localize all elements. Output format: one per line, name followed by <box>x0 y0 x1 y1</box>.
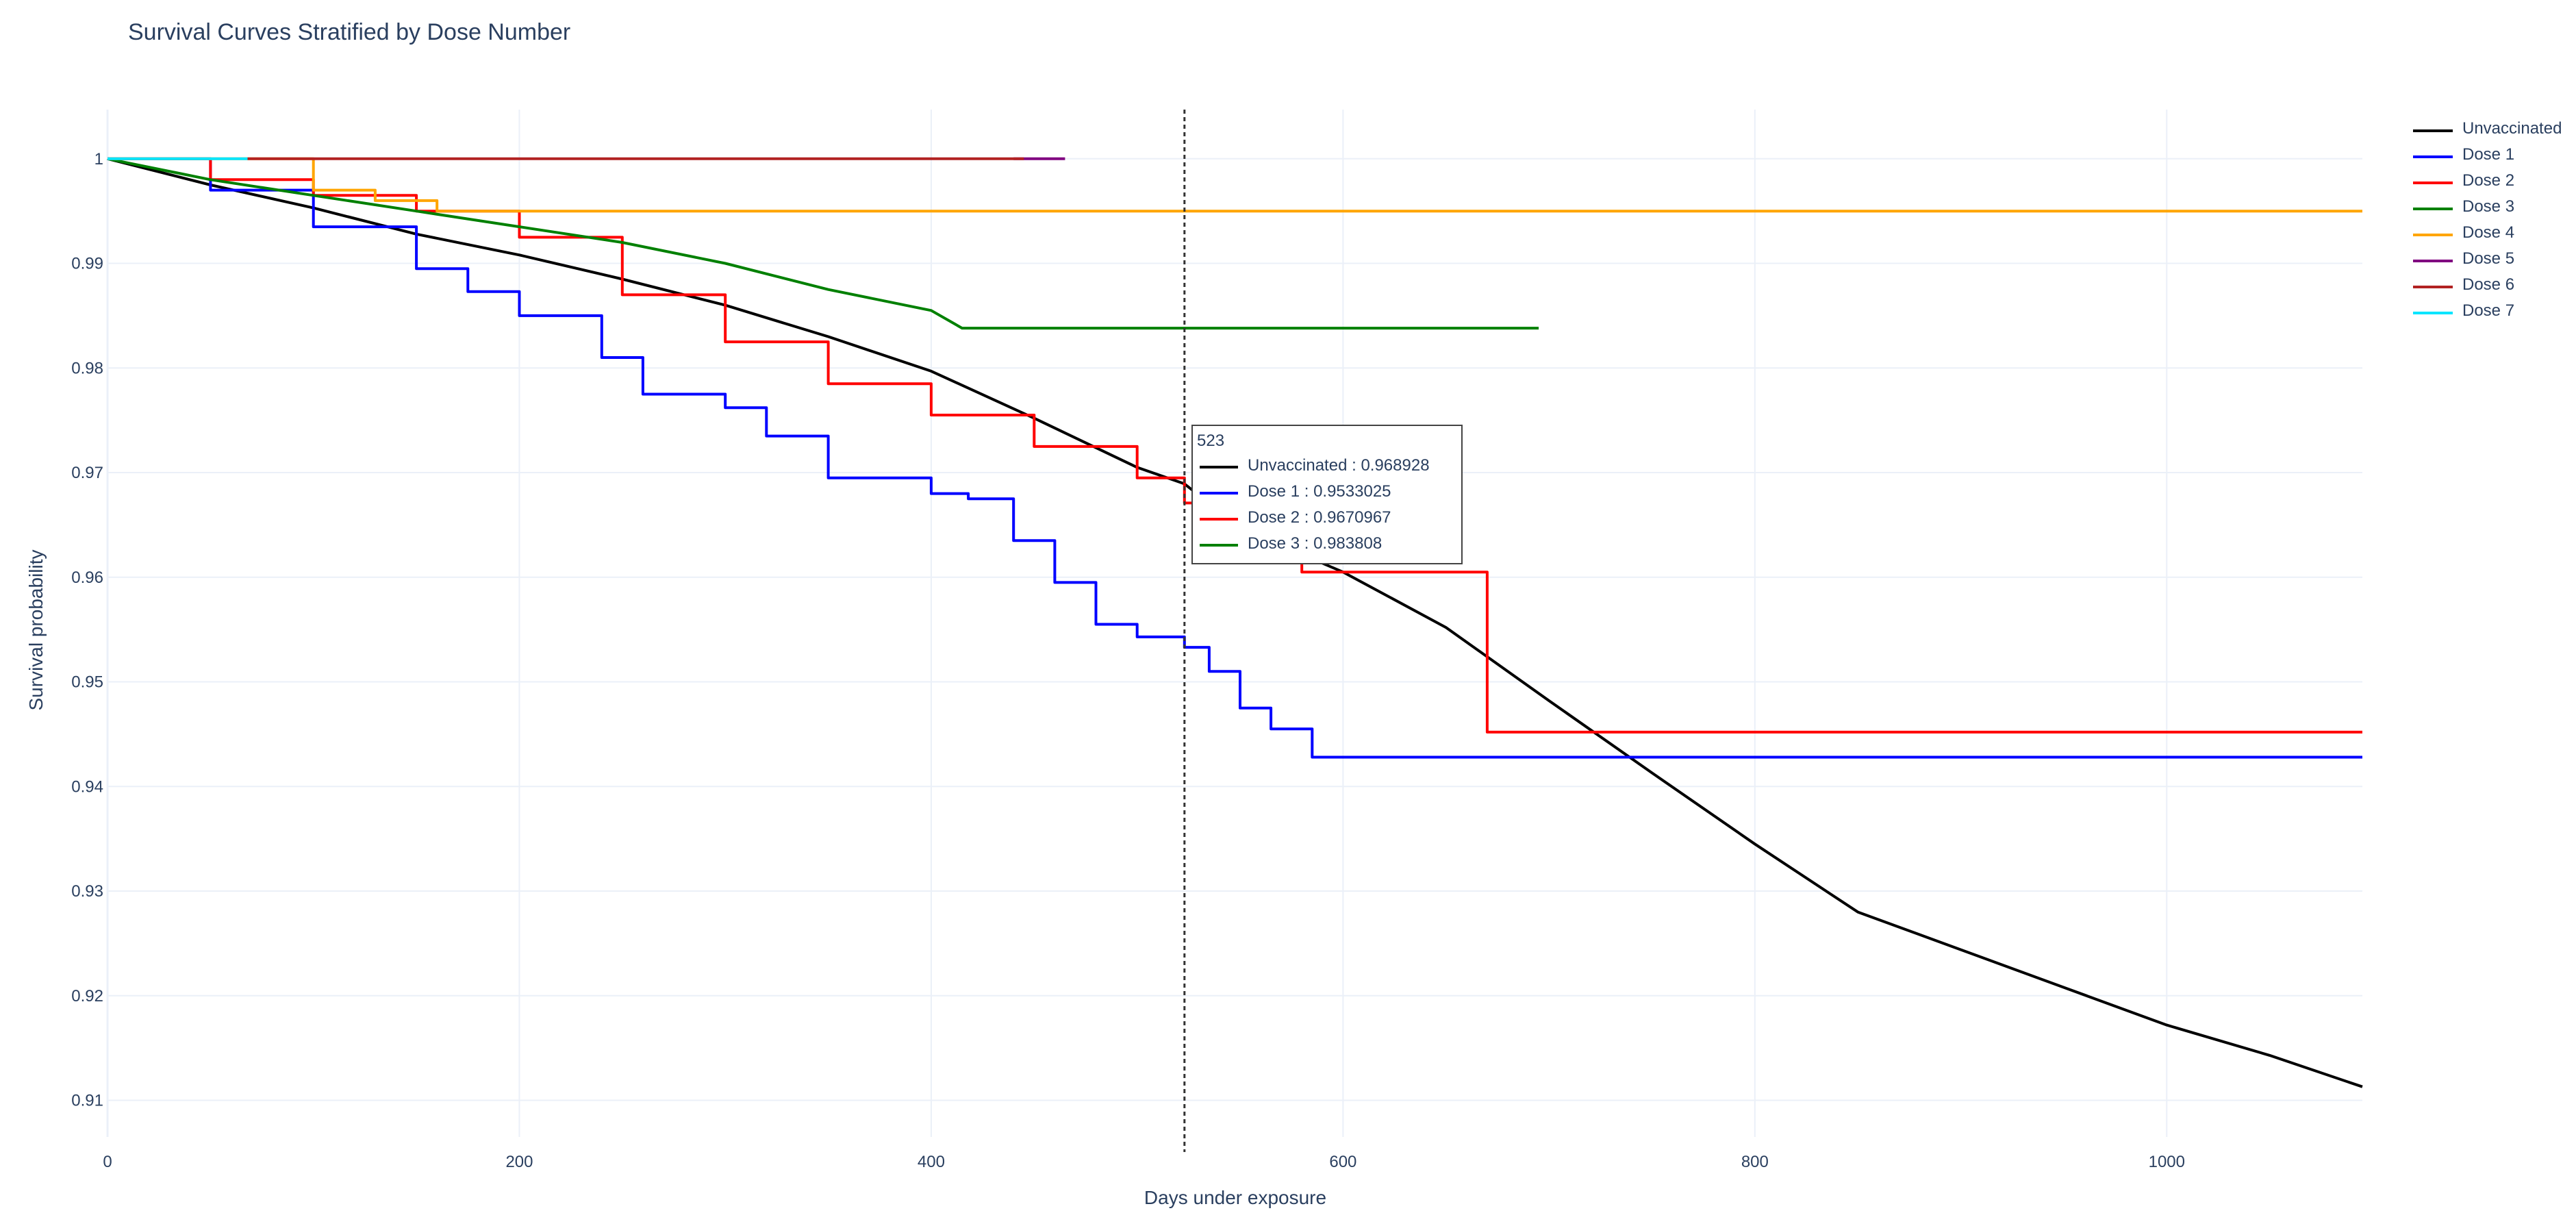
hover-swatch <box>1200 466 1238 468</box>
y-tick-label: 1 <box>94 150 103 168</box>
y-tick-label: 0.96 <box>71 568 103 587</box>
y-tick-label: 0.92 <box>71 987 103 1005</box>
hover-tooltip: 523 Unvaccinated : 0.968928 Dose 1 : 0.95… <box>1191 425 1463 564</box>
y-tick-label: 0.97 <box>71 464 103 482</box>
legend-swatch <box>2413 260 2453 262</box>
hover-entry-separator: : <box>1300 508 1314 527</box>
y-tick-label: 0.91 <box>71 1092 103 1110</box>
hover-swatch <box>1200 518 1238 521</box>
hover-title: 523 <box>1197 431 1225 450</box>
series-line-dose-1 <box>108 157 2362 759</box>
y-axis-title: Survival probability <box>25 550 47 711</box>
x-tick-label: 0 <box>103 1153 112 1171</box>
legend-label: Dose 1 <box>2462 145 2515 164</box>
y-tick-label: 0.98 <box>71 359 103 377</box>
hover-swatch <box>1200 544 1238 547</box>
hover-entry-label: Dose 2 : 0.9670967 <box>1248 508 1391 527</box>
x-tick-label: 600 <box>1329 1153 1356 1171</box>
hover-entry-value: 0.968928 <box>1361 456 1430 475</box>
x-tick-label: 800 <box>1741 1153 1769 1171</box>
hover-entry-label: Dose 3 : 0.983808 <box>1248 534 1382 553</box>
y-tick-label: 0.99 <box>71 255 103 273</box>
legend-swatch <box>2413 286 2453 288</box>
legend-swatch <box>2413 208 2453 210</box>
legend-swatch <box>2413 129 2453 132</box>
legend-swatch <box>2413 312 2453 314</box>
x-tick-label: 1000 <box>2149 1153 2185 1171</box>
series-line-dose-4 <box>108 157 2362 213</box>
legend-swatch <box>2413 155 2453 158</box>
axes: 0 200 400 600 800 1000 0.91 0.92 0.93 0.94 0.95 0.9… <box>71 110 2185 1171</box>
y-tick-label: 0.95 <box>71 673 103 692</box>
hover-entry-separator: : <box>1300 482 1314 501</box>
x-axis-title: Days under exposure <box>1144 1187 1326 1208</box>
hover-swatch <box>1200 492 1238 495</box>
legend-swatch <box>2413 182 2453 184</box>
legend-label: Dose 6 <box>2462 275 2515 294</box>
hover-entry-value: 0.9533025 <box>1313 482 1391 501</box>
x-tick-label: 200 <box>505 1153 533 1171</box>
legend-label: Unvaccinated <box>2462 119 2562 138</box>
hover-entry-name: Dose 2 <box>1248 508 1300 527</box>
hover-entry-name: Dose 1 <box>1248 482 1300 501</box>
series-lines <box>107 157 2363 1088</box>
y-tick-label: 0.94 <box>71 777 103 796</box>
y-tick-label: 0.93 <box>71 882 103 901</box>
grid-lines <box>108 110 2362 1137</box>
legend-swatch <box>2413 234 2453 236</box>
hover-entry-separator: : <box>1347 456 1361 475</box>
hover-entry-separator: : <box>1300 534 1314 553</box>
hover-entry-value: 0.983808 <box>1313 534 1382 553</box>
x-tick-label: 400 <box>918 1153 945 1171</box>
hover-entry-name: Dose 3 <box>1248 534 1300 553</box>
chart-title: Survival Curves Stratified by Dose Numbe… <box>128 19 571 45</box>
series-line-dose-3 <box>107 157 1539 330</box>
hover-entry-label: Dose 1 : 0.9533025 <box>1248 482 1391 501</box>
hover-entry-value: 0.9670967 <box>1313 508 1391 527</box>
legend-label: Dose 2 <box>2462 171 2515 190</box>
hover-entry-label: Unvaccinated : 0.968928 <box>1248 456 1430 475</box>
legend-label: Dose 4 <box>2462 223 2515 242</box>
series-line-unvaccinated <box>107 157 2363 1088</box>
legend-label: Dose 5 <box>2462 249 2515 268</box>
hover-entry-name: Unvaccinated <box>1248 456 1348 475</box>
legend-label: Dose 3 <box>2462 197 2515 216</box>
legend-label: Dose 7 <box>2462 301 2515 320</box>
